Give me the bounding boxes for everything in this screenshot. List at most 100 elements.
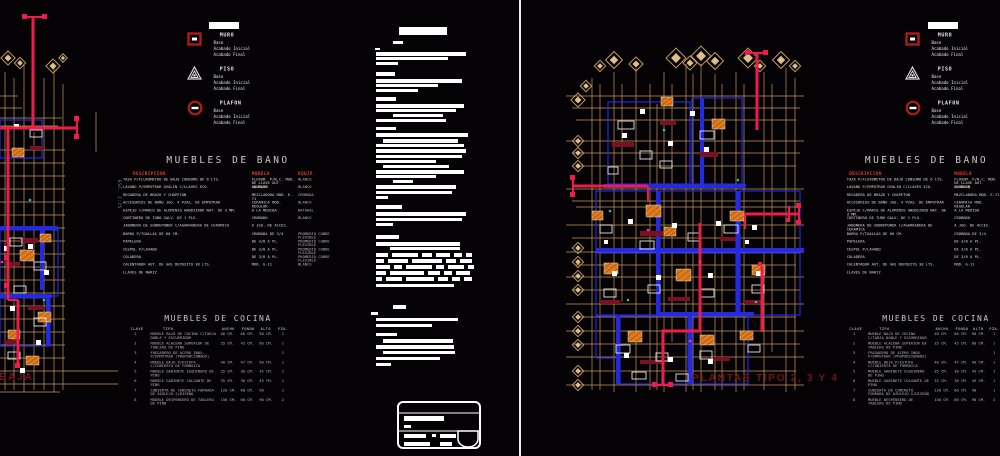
table-row: 8 MUEBLE DESPENSERO DE TABLERO DE PINO 1… (848, 398, 1000, 407)
note-text-bar (452, 277, 460, 281)
table-row: BARRA P/TOALLAS DE 60 CM. CROMADA DE 3/4 (843, 232, 1000, 240)
cell-modelo: A LA MEDIDA (251, 208, 277, 213)
note-text-bar (376, 205, 402, 209)
cell-ancho: 35 CM. (934, 378, 948, 384)
wall-finish-icon (905, 32, 920, 46)
note-text-bar (464, 277, 472, 281)
note-text-bar (393, 180, 413, 183)
col-header-modelo: MODELO (954, 171, 972, 176)
cell-modelo: MOD. G-11 (954, 262, 975, 267)
note-text-bar (376, 324, 432, 327)
cell-tipo: MUEBLE BAJO P/ESTUFA C/CUBIERTA DE FORMA… (150, 360, 201, 369)
legend-line: Base (931, 40, 942, 46)
note-text-bar (444, 271, 452, 275)
note-text-bar (376, 271, 386, 275)
cell-piezas: 1 (281, 388, 285, 393)
table-title: MUEBLES DE BAÑO (864, 155, 989, 166)
legend-heading: MURO (219, 32, 235, 38)
cell-piezas: 1 (281, 350, 285, 356)
note-text-bar (376, 144, 464, 147)
cell-clave: 4 (134, 360, 137, 365)
table-title: MUEBLES DE BAÑO (166, 155, 290, 166)
plan-caption-left: PLANTA BAJA (0, 371, 34, 383)
cell-descripcion: COLADERA (846, 254, 865, 260)
legend-line: Acabado Final (931, 86, 964, 92)
note-text-bar (375, 48, 380, 50)
note-text-bar (386, 277, 402, 281)
bath-furniture-table-left: MUEBLES DE BAÑO DESCRIPCION MODELO EQUIP… (118, 155, 340, 287)
cell-descripcion: LLAVES DE NARIZ (123, 270, 157, 275)
note-text-bar (376, 97, 396, 101)
legend-line: Base (931, 74, 942, 80)
cell-ancho: 35 CM. (220, 341, 235, 346)
table-row: REGADERA DE BRAZO Y CHAPETON MEZCLADORA … (118, 193, 340, 201)
cell-alto: 90 (259, 388, 264, 393)
col-header: PZA. (278, 327, 289, 332)
cell-ancho: 40 CM. (220, 332, 235, 337)
cell-ancho: 150 CM. (934, 397, 951, 402)
note-text-bar (383, 351, 455, 354)
cell-fondo: 60 CM. (240, 332, 255, 337)
wall-finish-icon (187, 32, 202, 46)
table-row: 1 MUEBLE BAJO DE COCINA C/TARJA DOBLE Y … (848, 332, 1000, 342)
cell-descripcion: ACCESORIOS DE BAÑO JGO. 4 PZAS. DE EMPOT… (123, 200, 221, 205)
cell-modelo: CROMADO (251, 215, 268, 221)
note-text-bar (393, 305, 406, 309)
note-text-bar (436, 265, 444, 269)
legend-entry-plafon: PLAFON Base Acabado Inicial Acabado Fina… (903, 100, 993, 134)
table-row: CALENTADOR AUT. DE GAS DEPOSITO 38 LTS. … (843, 263, 1000, 271)
cell-fondo: 30 CM. (240, 378, 255, 384)
cell-alto: 60 CM. (259, 341, 273, 346)
note-text-bar (383, 139, 458, 143)
note-text-bar (376, 170, 464, 174)
cell-tipo: MUEBLE DESPENSERO DE TABLERO DE PINO (150, 397, 214, 406)
table-row: LLAVES DE NARIZ (843, 270, 1000, 279)
table-row: PAPELERA DE 3/8 A PL. (843, 240, 1000, 248)
cell-modelo: CROMADO (954, 215, 971, 221)
note-text-bar (412, 259, 442, 263)
note-text-bar (460, 259, 472, 263)
legend-line: Acabado Inicial (931, 80, 969, 86)
floor-plan-right[interactable] (560, 40, 810, 396)
note-text-bar (399, 27, 447, 35)
cell-tipo: MUEBLE BAJO DE COCINA C/TARJA DOBLE Y ES… (868, 332, 927, 341)
cell-descripcion: TAZA P/FLUXOMETRO DE BAJO CONSUMO DE 6 L… (846, 177, 944, 182)
note-text-bar (371, 312, 378, 315)
cell-piezas: 1 (993, 369, 996, 374)
cell-equip: BLANCO (298, 215, 312, 221)
cell-fondo: 30 CM. (240, 369, 255, 374)
cell-modelo: DE 3/8 A PL. (954, 246, 982, 252)
note-text-bar (383, 339, 453, 343)
table-row: 8 MUEBLE DESPENSERO DE TABLERO DE PINO 1… (128, 398, 294, 407)
note-text-bar (376, 89, 418, 92)
cell-modelo: MEZCLADORA MOD. E-71 (954, 192, 1000, 198)
cell-tipo: MUEBLE BAJO DE COCINA C/TARJA DOBLE Y ES… (150, 332, 216, 341)
table-row: LAVABO P/EMPOTRAR OVALIN C/LLAVES ECO. A… (843, 184, 1000, 194)
kitchen-furniture-table-left: MUEBLES DE COCINA CLAVE TIPO ANCHO FONDO… (128, 314, 294, 414)
note-text-bar (436, 253, 450, 257)
legend-heading: PLAFON (219, 100, 242, 106)
floor-plan-left[interactable] (0, 0, 130, 400)
cell-ancho: 35 CM. (220, 378, 235, 384)
note-text-bar (390, 247, 460, 250)
col-header: TIPO (879, 327, 890, 332)
cell-fondo: 45 CM. (954, 341, 968, 346)
cell-fondo: 60 CM. (240, 388, 255, 393)
cell-modelo: AQUALYN (954, 184, 971, 190)
cell-fondo: 30 CM. (954, 378, 968, 384)
cell-piezas: 1 (281, 369, 285, 374)
cell-clave: 1 (134, 332, 137, 337)
legend-heading: PISO (219, 66, 235, 72)
cell-tipo: CUBIERTA DE CONCRETO FORRADA DE AZULEJO … (150, 388, 214, 397)
note-text-bar (454, 253, 462, 257)
cell-alto: 60 CM. (971, 341, 986, 346)
cell-tipo: MUEBLE BAJO P/ESTUFA C/CUBIERTA DE FORMA… (868, 360, 918, 369)
cell-fondo: 47 CM. (954, 360, 968, 365)
note-text-bar (468, 265, 474, 269)
cell-clave: 2 (853, 341, 856, 346)
note-text-bar (376, 318, 458, 321)
table-row: COLADERA DE 3/8 A PL. (843, 255, 1000, 263)
cell-fondo: 45 CM. (240, 341, 255, 346)
note-text-bar (376, 277, 382, 281)
